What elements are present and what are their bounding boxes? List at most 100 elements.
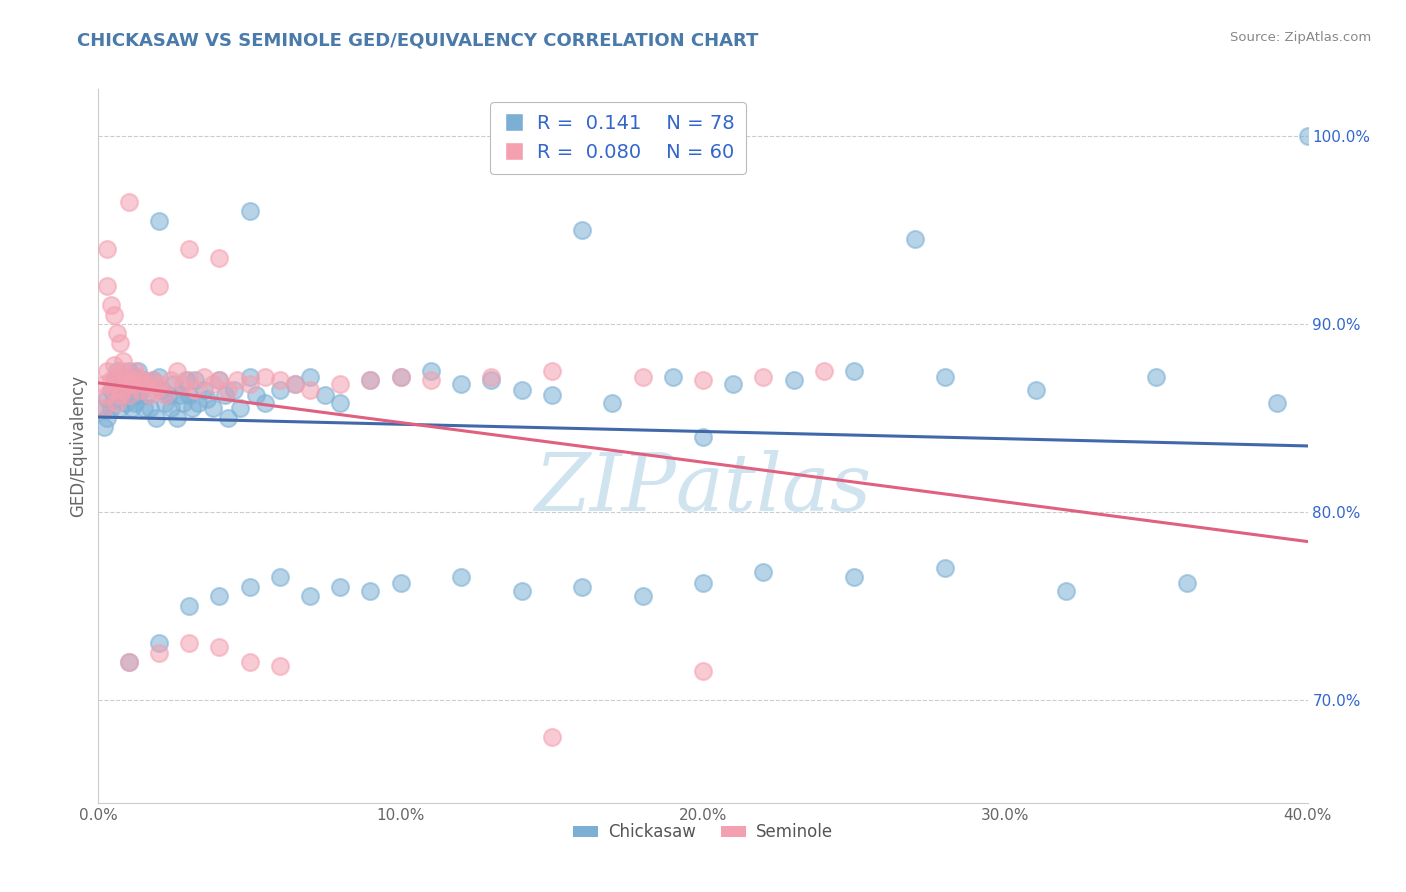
Point [118, 388, 141, 402]
Point [239, 580, 262, 594]
Point [100, 298, 122, 312]
Point [813, 364, 835, 378]
Point [299, 383, 322, 397]
Point [510, 583, 533, 598]
Point [692, 429, 714, 443]
Point [132, 373, 155, 387]
Point [124, 364, 146, 378]
Point [269, 373, 291, 387]
Point [208, 251, 231, 265]
Point [214, 388, 236, 402]
Point [284, 377, 307, 392]
Point [934, 369, 956, 384]
Point [179, 599, 201, 613]
Point [121, 377, 143, 392]
Point [510, 383, 533, 397]
Point [93, 377, 115, 392]
Point [142, 373, 165, 387]
Point [208, 589, 231, 603]
Point [148, 213, 170, 227]
Point [1267, 396, 1289, 410]
Point [934, 561, 956, 575]
Point [93, 401, 115, 416]
Point [118, 655, 141, 669]
Point [108, 377, 131, 392]
Point [103, 383, 125, 397]
Point [239, 655, 262, 669]
Point [692, 576, 714, 591]
Point [124, 377, 146, 392]
Point [783, 373, 806, 387]
Point [160, 401, 183, 416]
Point [202, 401, 225, 416]
Point [103, 358, 125, 372]
Point [103, 392, 125, 406]
Point [450, 377, 472, 392]
Point [723, 377, 745, 392]
Point [360, 373, 382, 387]
Point [631, 589, 654, 603]
Point [105, 369, 128, 384]
Point [129, 383, 152, 397]
Point [187, 396, 209, 410]
Point [145, 410, 167, 425]
Point [239, 369, 262, 384]
Text: CHICKASAW VS SEMINOLE GED/EQUIVALENCY CORRELATION CHART: CHICKASAW VS SEMINOLE GED/EQUIVALENCY CO… [77, 31, 759, 49]
Point [245, 388, 267, 402]
Point [114, 369, 136, 384]
Point [127, 364, 149, 378]
Point [172, 396, 194, 410]
Point [329, 377, 352, 392]
Point [904, 232, 927, 246]
Point [193, 383, 215, 397]
Point [1175, 576, 1198, 591]
Point [360, 373, 382, 387]
Point [148, 279, 170, 293]
Point [163, 377, 186, 392]
Point [193, 369, 215, 384]
Point [93, 420, 115, 434]
Point [121, 401, 143, 416]
Point [269, 383, 291, 397]
Point [1054, 583, 1077, 598]
Point [114, 396, 136, 410]
Point [105, 396, 128, 410]
Point [314, 388, 336, 402]
Point [224, 383, 246, 397]
Point [111, 354, 134, 368]
Point [132, 373, 155, 387]
Point [420, 364, 443, 378]
Point [269, 570, 291, 584]
Point [179, 388, 201, 402]
Point [96, 242, 118, 256]
Point [153, 396, 176, 410]
Point [108, 335, 131, 350]
Point [118, 194, 141, 209]
Point [184, 373, 207, 387]
Point [1296, 129, 1319, 144]
Point [108, 401, 131, 416]
Point [217, 410, 239, 425]
Point [329, 580, 352, 594]
Point [96, 392, 118, 406]
Point [299, 589, 322, 603]
Point [172, 377, 194, 392]
Point [752, 369, 775, 384]
Point [142, 373, 165, 387]
Point [602, 396, 624, 410]
Point [139, 388, 162, 402]
Point [135, 377, 157, 392]
Point [118, 364, 141, 378]
Point [121, 373, 143, 387]
Legend: Chickasaw, Seminole: Chickasaw, Seminole [567, 817, 839, 848]
Point [1024, 383, 1046, 397]
Point [93, 401, 115, 416]
Point [108, 388, 131, 402]
Point [269, 658, 291, 673]
Point [100, 383, 122, 397]
Point [148, 369, 170, 384]
Point [174, 373, 197, 387]
Point [208, 373, 231, 387]
Point [135, 388, 157, 402]
Point [360, 583, 382, 598]
